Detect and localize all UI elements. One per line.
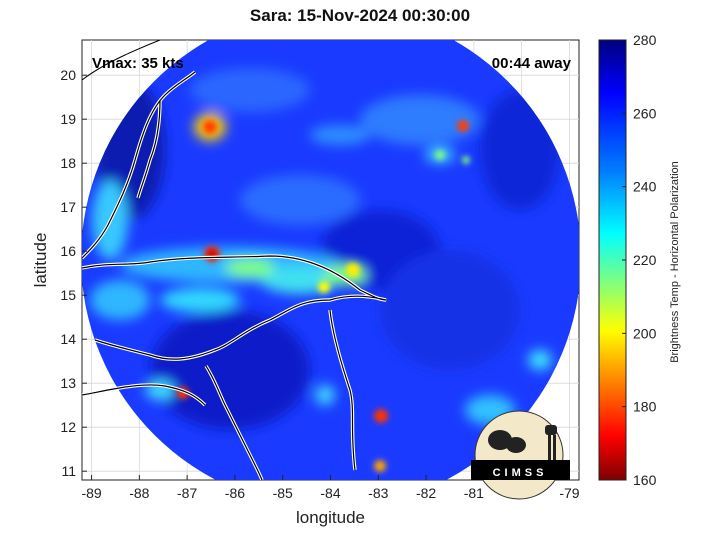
time-away-annotation: 00:44 away [492, 55, 572, 72]
y-tick-label: 11 [61, 463, 76, 479]
y-tick-label: 17 [60, 199, 76, 215]
colorbar-tick-label: 280 [633, 32, 657, 48]
colorbar-ticks: 280 260 240 220 200 180 160 [622, 32, 657, 488]
colorbar-gradient [598, 39, 627, 481]
cimss-logo: CIMSS [471, 410, 570, 500]
y-axis-ticks: 20 19 18 17 16 15 14 13 12 11 [60, 67, 87, 479]
colorbar-tick-label: 260 [633, 105, 657, 121]
x-tick-label: -82 [416, 485, 436, 501]
x-tick-label: -84 [320, 485, 340, 501]
x-axis-label: longitude [295, 508, 365, 527]
x-tick-label: -81 [464, 485, 484, 501]
x-tick-label: -83 [368, 485, 388, 501]
y-tick-label: 12 [60, 419, 76, 435]
y-tick-label: 20 [60, 67, 76, 83]
y-tick-label: 15 [60, 287, 76, 303]
colorbar-tick-label: 200 [633, 325, 657, 341]
plot-title: Sara: 15-Nov-2024 00:30:00 [249, 6, 471, 25]
colorbar-tick-label: 180 [633, 399, 657, 415]
x-tick-label: -79 [559, 485, 579, 501]
coastlines [82, 40, 387, 480]
vmax-annotation: Vmax: 35 kts [92, 55, 184, 72]
cimss-logo-text: CIMSS [493, 467, 548, 479]
brightness-temperature-swath [82, 40, 579, 480]
colorbar-tick-label: 240 [633, 179, 657, 195]
colorbar-tick-label: 220 [633, 252, 657, 268]
x-tick-label: -89 [81, 485, 101, 501]
colorbar: 280 260 240 220 200 180 160 [598, 32, 657, 488]
x-tick-label: -88 [129, 485, 149, 501]
colorbar-tick-label: 160 [633, 472, 657, 488]
x-tick-label: -86 [225, 485, 245, 501]
y-tick-label: 13 [60, 375, 76, 391]
y-tick-label: 18 [60, 155, 76, 171]
y-tick-label: 14 [60, 331, 76, 347]
y-tick-label: 16 [60, 243, 76, 259]
y-tick-label: 19 [60, 111, 76, 127]
x-tick-label: -87 [177, 485, 197, 501]
x-tick-label: -85 [273, 485, 293, 501]
